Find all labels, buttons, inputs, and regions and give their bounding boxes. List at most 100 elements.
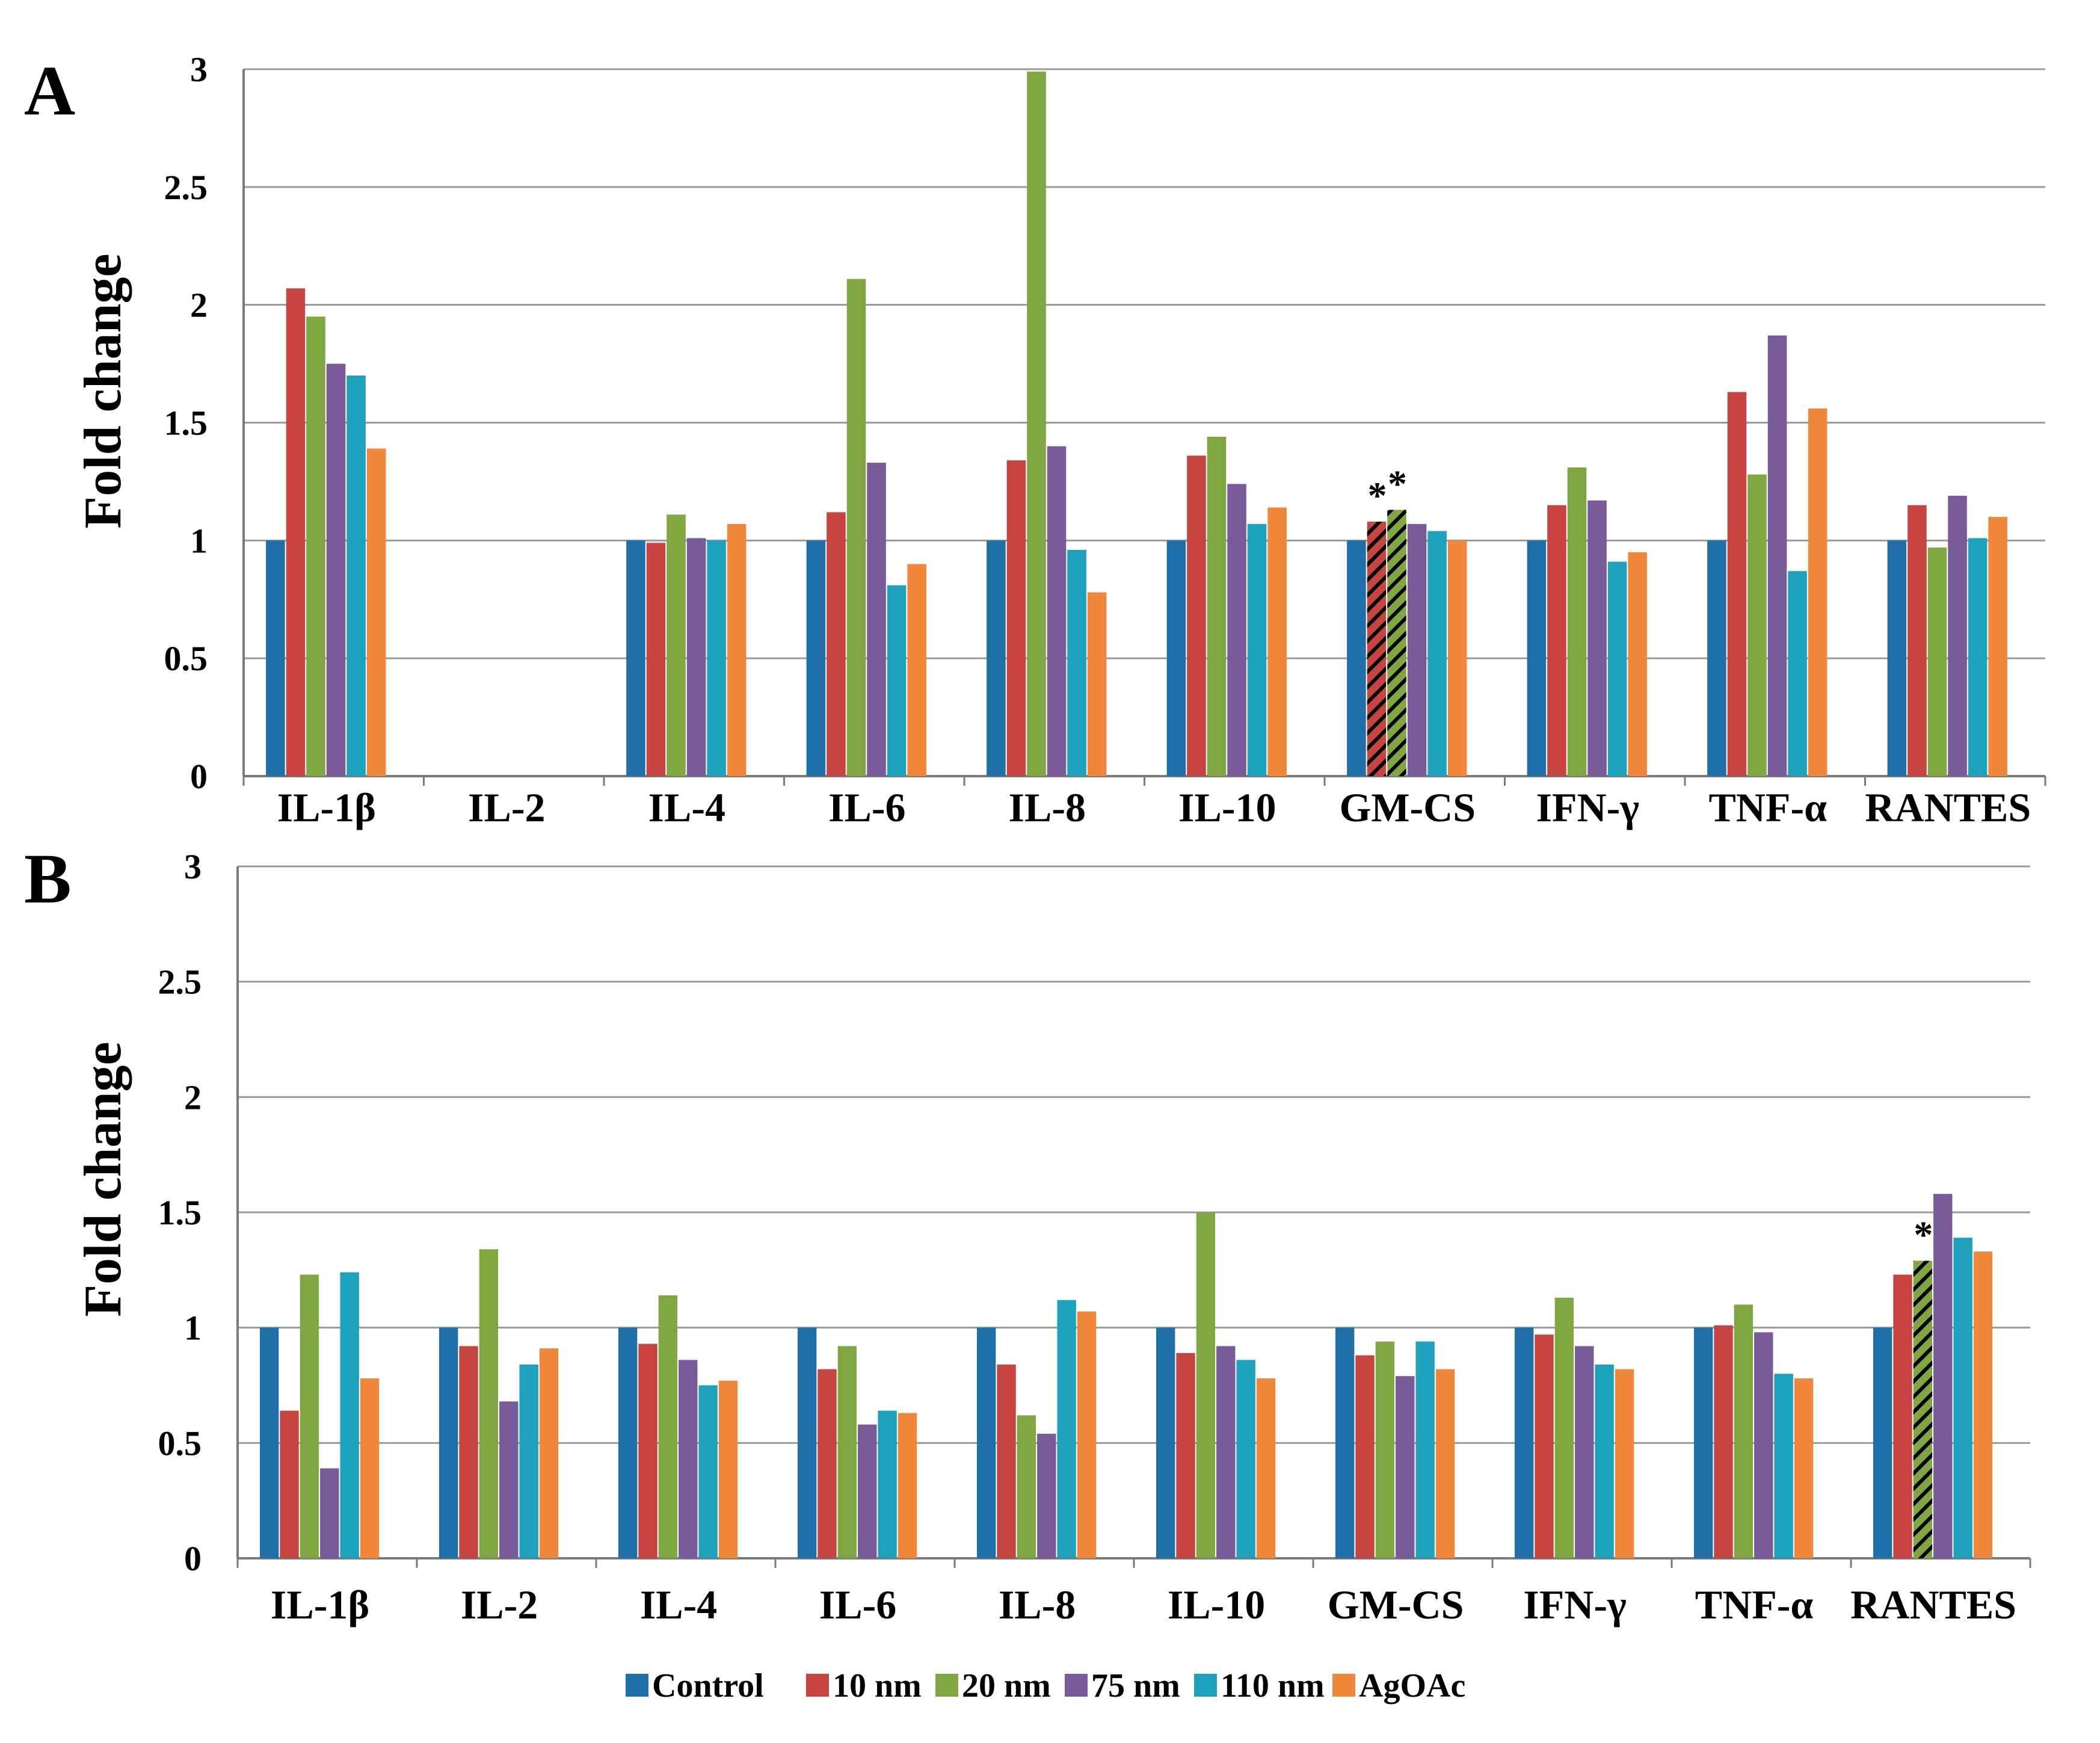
bar-control: [1166, 540, 1186, 776]
bar-control: [266, 540, 285, 776]
legend-swatch: [1065, 1674, 1088, 1697]
bar-20-nm: [479, 1249, 499, 1558]
y-tick-label: 0: [190, 757, 208, 796]
bar-control: [987, 540, 1006, 776]
bar-10-nm: [646, 543, 666, 776]
bar-20-nm: [1913, 1260, 1933, 1558]
bar-control: [1873, 1327, 1892, 1558]
bar-75-nm: [858, 1424, 877, 1558]
category-label: TNF-α: [1695, 1582, 1814, 1627]
bar-110-nm: [1236, 1360, 1255, 1558]
y-tick-label: 0.5: [164, 639, 208, 678]
bar-agoac: [907, 564, 926, 776]
category-label: IL-4: [640, 1582, 717, 1627]
category-label: IL-10: [1168, 1582, 1265, 1627]
y-tick-label: 2.5: [164, 168, 208, 207]
bar-agoac: [898, 1413, 917, 1558]
legend-label: 75 nm: [1091, 1667, 1180, 1704]
bar-10-nm: [1006, 460, 1026, 776]
bar-10-nm: [997, 1365, 1016, 1558]
panel-a-chart: A Fold change 0 0.5 1 1.5 2 2.5 3 IL-1β IL-2 IL-…: [24, 50, 2046, 830]
bar-110-nm: [1415, 1341, 1435, 1558]
category-label: IL-8: [1009, 785, 1086, 830]
category-label: IL-1β: [271, 1582, 369, 1627]
bar-20-nm: [837, 1346, 857, 1558]
bar-control: [1347, 540, 1366, 776]
bar-10-nm: [1355, 1355, 1375, 1558]
bar-10-nm: [1187, 455, 1206, 776]
bar-control: [626, 540, 645, 776]
bar-agoac: [1988, 517, 2007, 776]
bar-agoac: [718, 1380, 738, 1558]
category-label: IL-6: [828, 785, 905, 830]
bar-10-nm: [459, 1346, 478, 1558]
legend-label: Control: [652, 1667, 764, 1704]
category-label: IL-4: [648, 785, 725, 830]
legend-label: 110 nm: [1221, 1667, 1325, 1704]
bar-10-nm: [1893, 1274, 1912, 1558]
y-tick-label: 3: [190, 50, 208, 89]
y-tick-label: 1: [190, 521, 208, 560]
bar-10-nm: [1176, 1353, 1195, 1558]
bar-agoac: [1256, 1378, 1276, 1558]
legend-label: AgOAc: [1359, 1667, 1465, 1704]
bar-agoac: [1973, 1251, 1993, 1558]
bar-75-nm: [1047, 446, 1067, 776]
bar-20-nm: [1387, 510, 1406, 776]
category-label: IL-2: [468, 785, 545, 830]
bar-110-nm: [1953, 1238, 1972, 1558]
bar-control: [1527, 540, 1547, 776]
y-tick-label: 0: [184, 1539, 202, 1578]
bar-10-nm: [1714, 1325, 1733, 1558]
category-label: GM-CS: [1339, 785, 1476, 830]
legend-swatch: [626, 1674, 648, 1697]
legend-swatch: [935, 1674, 958, 1697]
legend-swatch: [1332, 1674, 1355, 1697]
y-tick-label: 3: [184, 847, 202, 886]
significance-marker: *: [1388, 462, 1407, 505]
category-label: IL-8: [999, 1582, 1076, 1627]
bar-20-nm: [1027, 71, 1046, 777]
bar-20-nm: [306, 316, 325, 776]
bar-75-nm: [1407, 523, 1427, 776]
panel-a-label: A: [24, 51, 75, 130]
bar-10-nm: [1727, 392, 1747, 776]
bar-110-nm: [1607, 561, 1627, 776]
bar-20-nm: [1207, 437, 1227, 776]
category-label: IFN-γ: [1536, 785, 1639, 830]
bar-110-nm: [1788, 571, 1807, 776]
bar-10-nm: [1547, 505, 1566, 776]
bar-110-nm: [1427, 531, 1447, 776]
bar-20-nm: [1927, 548, 1947, 776]
bar-75-nm: [1933, 1194, 1953, 1558]
category-label: RANTES: [1865, 785, 2031, 830]
y-tick-label: 1: [184, 1309, 202, 1348]
bar-control: [976, 1327, 996, 1558]
bar-10-nm: [1535, 1334, 1554, 1558]
bar-control: [259, 1327, 279, 1558]
bar-75-nm: [686, 538, 706, 776]
bar-agoac: [1447, 540, 1467, 776]
category-label: RANTES: [1850, 1582, 2016, 1627]
bar-20-nm: [1017, 1415, 1036, 1558]
bar-10-nm: [1367, 522, 1387, 776]
bar-20-nm: [1567, 467, 1587, 776]
bar-75-nm: [1227, 484, 1246, 776]
bar-75-nm: [1575, 1346, 1594, 1558]
panel-b-label: B: [24, 839, 72, 918]
bar-10-nm: [286, 288, 306, 776]
panel-b-chart: B Fold change 0 0.5 1 1.5 2 2.5 3 IL-1β IL-2 IL-…: [24, 839, 2031, 1627]
bar-20-nm: [1375, 1341, 1395, 1558]
bar-agoac: [360, 1378, 380, 1558]
y-tick-label: 1.5: [158, 1193, 202, 1232]
bar-110-nm: [1247, 523, 1267, 776]
bar-110-nm: [340, 1272, 359, 1558]
bar-control: [1335, 1327, 1355, 1558]
bar-control: [1707, 540, 1726, 776]
bar-75-nm: [867, 463, 886, 776]
bar-10-nm: [1908, 505, 1927, 776]
bar-control: [797, 1327, 817, 1558]
significance-marker: *: [1367, 474, 1387, 517]
bar-agoac: [1808, 409, 1827, 776]
